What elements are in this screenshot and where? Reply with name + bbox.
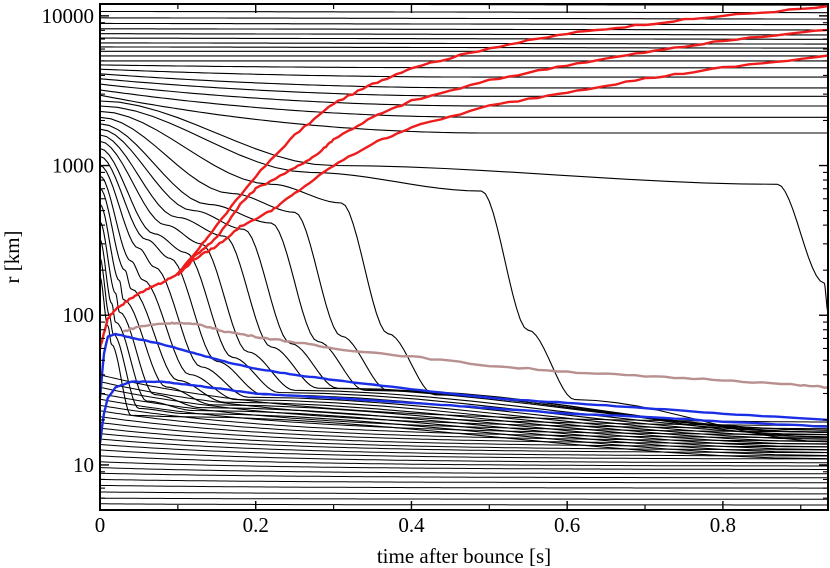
- collapsing-shell-trajectory: [99, 128, 829, 431]
- contracting-shell-trajectory: [99, 94, 828, 134]
- x-tick-label: 0: [95, 513, 106, 537]
- collapsing-shell-trajectory: [99, 165, 829, 440]
- shock-middle-curve: [176, 28, 829, 275]
- contracting-shell-trajectory: [99, 73, 828, 89]
- contracting-shell-trajectory: [99, 89, 828, 118]
- inner-shell-trajectory: [99, 444, 828, 460]
- contracting-shell-trajectory: [99, 78, 828, 97]
- static-shell-trajectory: [100, 22, 829, 26]
- highlighted-curves: [98, 4, 829, 444]
- mass-trajectories: [99, 3, 829, 506]
- static-shell-trajectory: [100, 28, 828, 31]
- inner-shell-trajectory: [99, 472, 828, 479]
- gain-radius-curve: [122, 321, 829, 389]
- inner-shell-trajectory: [99, 461, 828, 470]
- collapsing-shell-trajectory: [99, 105, 829, 443]
- collapsing-shell-trajectory: [99, 123, 829, 433]
- x-tick-label: 0.2: [243, 513, 269, 537]
- collapsing-shell-trajectory: [99, 134, 829, 431]
- inner-shell-trajectory: [100, 491, 828, 495]
- static-shell-trajectory: [100, 17, 828, 20]
- inner-shell-trajectory: [99, 410, 829, 442]
- x-axis-ticks: 0 0.2 0.4 0.6 0.8: [95, 4, 802, 537]
- shock-inner-curve: [176, 54, 829, 277]
- collapsing-shell-trajectory: [99, 155, 829, 438]
- neutrinosphere-upper-curve: [98, 332, 829, 422]
- y-tick-label: 1000: [52, 154, 94, 178]
- contracting-shell-trajectory: [99, 83, 828, 107]
- collapsing-shell-trajectory: [99, 175, 829, 443]
- inner-shell-trajectory: [99, 438, 828, 457]
- inner-shell-trajectory: [99, 467, 828, 475]
- x-tick-label: 0.8: [710, 513, 736, 537]
- y-axis-label: r [km]: [0, 230, 24, 283]
- y-tick-label: 100: [63, 303, 95, 327]
- collapsing-shell-trajectory: [99, 116, 829, 433]
- static-shell-trajectory: [100, 46, 829, 49]
- inner-shell-trajectory: [99, 433, 828, 454]
- inner-shell-trajectory: [99, 455, 828, 467]
- inner-shell-trajectory: [99, 393, 828, 433]
- inner-shell-trajectory: [99, 427, 828, 451]
- collapsing-shell-trajectory: [99, 239, 829, 454]
- contracting-shell-trajectory: [99, 64, 828, 69]
- collapsing-shell-trajectory: [99, 188, 829, 445]
- inner-shell-trajectory: [99, 449, 828, 464]
- static-shell-trajectory: [100, 33, 828, 36]
- inner-shell-trajectory: [99, 381, 829, 427]
- inner-shell-trajectory: [99, 422, 828, 448]
- x-axis-label: time after bounce [s]: [377, 544, 551, 568]
- x-tick-label: 0.4: [398, 513, 425, 537]
- inner-shell-trajectory: [99, 484, 828, 489]
- inner-shell-trajectory: [100, 503, 828, 506]
- inner-shell-trajectory: [99, 386, 829, 430]
- inner-shell-trajectory: [99, 404, 828, 439]
- static-shell-trajectory: [100, 10, 828, 14]
- x-tick-label: 0.6: [554, 513, 580, 537]
- y-axis-ticks: 10 100 1000 10000: [42, 4, 828, 511]
- collapsing-shell-trajectory: [99, 203, 829, 448]
- collapsing-shell-trajectory: [99, 147, 829, 436]
- contracting-shell-trajectory: [99, 68, 828, 78]
- inner-shell-trajectory: [99, 497, 828, 500]
- collapsing-shell-trajectory: [99, 257, 829, 457]
- inner-shell-trajectory: [99, 478, 828, 484]
- neutrinosphere-lower-curve: [98, 380, 829, 444]
- plot-frame: [99, 3, 829, 511]
- inner-shell-trajectory: [99, 416, 828, 445]
- y-tick-label: 10: [73, 453, 94, 477]
- collapsing-shell-trajectory: [99, 140, 829, 433]
- collapsing-shell-trajectory: [99, 100, 829, 355]
- inner-shell-trajectory: [99, 398, 828, 436]
- shock-outer-curve: [98, 4, 829, 349]
- static-shell-trajectory: [100, 42, 828, 45]
- y-tick-label: 10000: [42, 4, 95, 28]
- static-shell-trajectory: [100, 37, 828, 40]
